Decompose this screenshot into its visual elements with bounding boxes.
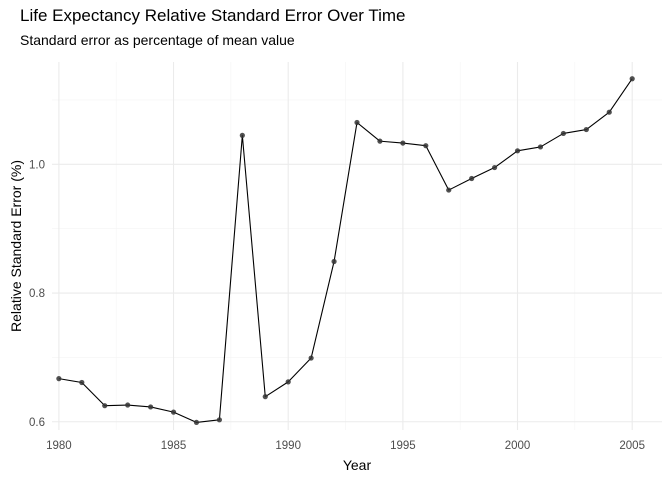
chart-title: Life Expectancy Relative Standard Error … (20, 6, 406, 25)
data-point (583, 126, 589, 133)
data-point (125, 402, 131, 408)
data-point (560, 130, 566, 137)
x-tick-label: 1995 (390, 440, 416, 452)
data-point (354, 119, 360, 126)
data-point (469, 175, 475, 182)
y-tick-label: 0.6 (29, 417, 45, 429)
y-axis-title: Relative Standard Error (%) (8, 160, 24, 332)
chart-subtitle: Standard error as percentage of mean val… (20, 32, 295, 48)
data-point (537, 144, 544, 150)
data-point (331, 258, 337, 265)
data-point (216, 417, 223, 423)
data-point (514, 148, 521, 154)
x-axis-title: Year (343, 457, 372, 473)
data-point (606, 109, 612, 115)
data-point (56, 376, 62, 382)
x-tick-label: 2005 (619, 440, 645, 452)
x-tick-label: 1980 (46, 440, 72, 452)
data-point (79, 379, 85, 386)
data-point (170, 409, 177, 415)
data-point (148, 404, 154, 410)
data-point (193, 419, 200, 426)
data-point (400, 140, 406, 146)
data-point (239, 132, 245, 138)
data-point (629, 76, 635, 82)
y-tick-label: 1.0 (29, 159, 45, 171)
data-point (308, 355, 314, 361)
x-tick-label: 2000 (505, 440, 531, 452)
y-tick-label: 0.8 (29, 288, 45, 300)
data-point (423, 143, 429, 149)
data-point (446, 187, 452, 193)
x-tick-label: 1985 (161, 440, 187, 452)
data-point (377, 138, 383, 144)
data-point (262, 394, 268, 400)
series-line (58, 78, 633, 423)
data-point (102, 403, 108, 409)
data-point (491, 164, 498, 171)
x-tick-label: 1990 (275, 440, 301, 452)
data-point (285, 379, 291, 385)
